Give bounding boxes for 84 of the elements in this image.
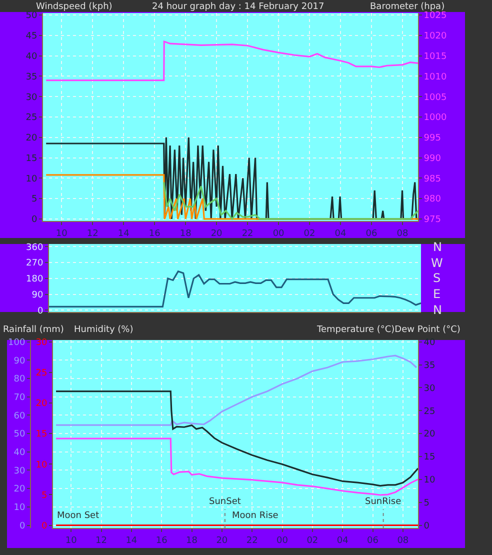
- y-tick-label: 40: [26, 52, 38, 62]
- x-tick-label: 04: [334, 228, 347, 239]
- y2-tick-label: 1015: [424, 52, 447, 62]
- x-tick-label: 02: [306, 536, 318, 546]
- x-tick-label: 06: [366, 228, 378, 239]
- x-tick-label: 16: [148, 228, 161, 239]
- x-tick-label: 14: [126, 536, 138, 546]
- y3-tick-label: 20: [424, 430, 436, 440]
- x-tick-label: 20: [210, 228, 223, 239]
- y3-axis-title: Temperature (°C)Dew Point (°C): [316, 325, 460, 335]
- y-tick-label: 20: [26, 134, 38, 144]
- y2-tick-label: 980: [424, 194, 442, 205]
- y-tick-label: 360: [26, 242, 44, 253]
- y-tick-label: 270: [26, 258, 44, 269]
- x-tick-label: 18: [180, 228, 192, 239]
- x-tick-label: 06: [367, 536, 379, 546]
- y2-tick-label: 1010: [424, 72, 447, 82]
- y2-tick-label: 985: [424, 174, 441, 184]
- x-tick-label: 04: [336, 536, 349, 546]
- y2-tick-label: 1000: [424, 113, 447, 124]
- y3-tick-label: 15: [424, 452, 436, 463]
- y-tick-label: 35: [26, 72, 38, 82]
- x-tick-label: 12: [96, 536, 107, 546]
- x-tick-label: 18: [186, 536, 198, 546]
- y-tick-label: 30: [26, 92, 38, 103]
- y-tick-label: 180: [26, 274, 44, 285]
- y2-tick-label: 1005: [424, 92, 447, 103]
- y3-tick-label: 35: [424, 360, 436, 371]
- y3-tick-label: 10: [424, 476, 436, 486]
- y-tick-label: 10: [26, 174, 38, 184]
- y-tick-label: 0: [31, 215, 38, 226]
- ref-line-label: SunSet: [209, 497, 242, 507]
- y-tick-label: 60: [14, 411, 26, 422]
- x-tick-label: 14: [118, 228, 130, 239]
- y-tick-label: 50: [26, 11, 38, 22]
- annotation: Moon Rise: [232, 511, 279, 521]
- y-tick-label: 50: [14, 430, 26, 440]
- y2-tick-label: 975: [424, 215, 441, 226]
- annotation: Moon Set: [57, 511, 100, 521]
- y2-tick-label: 1025: [424, 11, 447, 22]
- y2-tick-label: 990: [424, 154, 442, 164]
- y-tick-label: 25: [26, 113, 38, 124]
- y3-tick-label: 5: [424, 498, 430, 508]
- x-tick-label: 08: [397, 536, 409, 546]
- x-tick-label: 22: [246, 536, 258, 546]
- x-tick-label: 22: [242, 228, 254, 239]
- y-tick-label: 45: [26, 32, 38, 42]
- y3-tick-label: 30: [424, 384, 436, 394]
- x-tick-label: 00: [272, 228, 285, 239]
- y-tick-label: 20: [14, 484, 26, 495]
- y2-tick-label: 995: [424, 134, 441, 144]
- y2-tick-label: 1020: [424, 32, 447, 42]
- ref-line-label: SunRise: [365, 497, 402, 507]
- y-tick-label: 90: [14, 356, 26, 366]
- y3-tick-label: 25: [424, 406, 436, 417]
- text: E: [433, 287, 441, 301]
- y-tick-label: 40: [14, 448, 26, 458]
- y3-tick-label: 0: [424, 521, 430, 532]
- y2-axis-title: Barometer (hpa): [370, 2, 445, 12]
- text: Humidity (%): [74, 325, 134, 335]
- y-axis-title: Windspeed (kph): [36, 2, 112, 12]
- x-tick-label: 10: [56, 228, 68, 239]
- x-tick-label: 12: [86, 228, 98, 239]
- y3-tick-label: 40: [424, 338, 436, 348]
- x-tick-label: 08: [396, 228, 408, 239]
- chart-title: 24 hour graph day : 14 February 2017: [152, 2, 324, 12]
- x-tick-label: 20: [216, 536, 228, 546]
- y-tick-label: 90: [32, 290, 44, 300]
- x-tick-label: 00: [276, 536, 288, 546]
- text: Rainfall (mm): [3, 325, 64, 335]
- y-tick-label: 10: [14, 503, 26, 514]
- y-tick-label: 80: [14, 374, 26, 385]
- y-tick-label: 100: [8, 338, 26, 348]
- y-tick-label: 70: [14, 393, 26, 404]
- text: N: [433, 240, 442, 254]
- text: W: [431, 256, 443, 270]
- x-tick-label: 10: [65, 536, 78, 546]
- y-tick-label: 15: [26, 154, 38, 164]
- y-tick-label: 30: [14, 466, 26, 476]
- text: S: [433, 271, 441, 285]
- y-tick-label: 0: [19, 521, 26, 532]
- x-tick-label: 16: [156, 536, 168, 546]
- x-tick-label: 02: [304, 228, 316, 239]
- y-tick-label: 5: [31, 194, 38, 205]
